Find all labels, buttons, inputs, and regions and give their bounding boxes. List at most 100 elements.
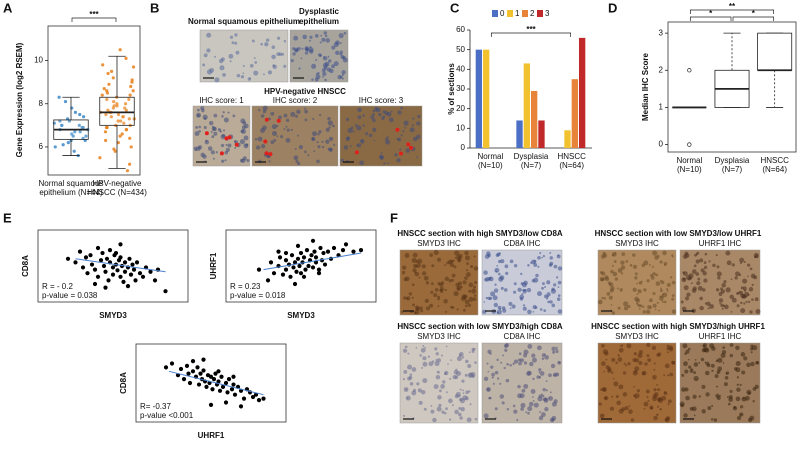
cell	[648, 298, 653, 303]
cell	[253, 70, 259, 76]
cell	[268, 117, 271, 121]
cell	[407, 364, 413, 370]
cell	[538, 376, 542, 379]
y-tick-label: 50	[456, 45, 465, 54]
point	[198, 371, 203, 376]
cell	[541, 286, 544, 290]
cell	[725, 372, 728, 375]
cell	[198, 145, 203, 150]
cell	[430, 409, 435, 414]
cell	[422, 345, 425, 348]
point	[101, 63, 105, 67]
cell	[653, 368, 656, 371]
point	[73, 130, 77, 134]
cell	[210, 130, 213, 133]
cell	[399, 148, 402, 151]
cell	[403, 369, 408, 374]
y-axis-label: CD8A	[119, 372, 128, 394]
cell	[520, 282, 524, 286]
cell	[520, 407, 524, 411]
significance-bracket	[732, 16, 775, 21]
cell	[453, 265, 457, 269]
cell	[645, 309, 651, 315]
cell	[522, 304, 526, 307]
cell	[603, 370, 606, 373]
y-tick-label: 6	[39, 142, 44, 151]
point	[216, 379, 221, 384]
cell	[721, 350, 727, 355]
point	[322, 262, 328, 267]
point	[283, 267, 289, 272]
point	[95, 245, 101, 251]
cell	[345, 117, 350, 122]
cell	[557, 266, 563, 271]
cell	[494, 407, 498, 411]
plot-frame	[47, 25, 141, 176]
cell	[420, 347, 426, 353]
cell	[648, 263, 651, 266]
point	[131, 89, 135, 93]
cell	[666, 344, 670, 348]
cell	[619, 288, 623, 292]
cell	[686, 292, 691, 297]
point	[292, 260, 298, 265]
cell	[750, 361, 755, 367]
point	[122, 260, 128, 265]
cell	[611, 371, 614, 374]
cell	[239, 139, 245, 145]
cell	[321, 37, 326, 42]
cell	[455, 368, 458, 371]
cell	[381, 116, 385, 121]
cell	[666, 290, 669, 293]
point	[110, 265, 116, 270]
cell	[504, 348, 508, 352]
cell	[702, 271, 707, 276]
cell	[302, 34, 308, 40]
cell	[278, 115, 282, 120]
cell	[555, 372, 560, 377]
cell	[610, 286, 615, 291]
cell	[440, 281, 445, 285]
point	[78, 112, 82, 117]
cell	[685, 395, 690, 401]
point	[219, 374, 224, 379]
cell	[636, 389, 641, 393]
cell	[451, 404, 454, 407]
cell	[454, 394, 459, 399]
cell	[726, 396, 729, 399]
cell	[422, 361, 428, 367]
cell	[703, 278, 708, 283]
cell	[627, 304, 631, 309]
cell	[206, 69, 213, 75]
y-axis-label: Gene Expression (log2 RSEM)	[15, 42, 24, 157]
cell	[534, 306, 538, 309]
cell	[285, 118, 290, 123]
x-tick-label: Normal squamous	[39, 179, 104, 188]
cell	[409, 373, 413, 376]
significance-bracket	[490, 32, 572, 37]
stain-label: CD8A IHC	[504, 332, 541, 341]
cell	[324, 34, 328, 38]
cell	[331, 64, 335, 69]
cell	[600, 388, 603, 391]
cell	[200, 152, 205, 158]
cell	[293, 155, 299, 161]
cell	[437, 305, 440, 308]
cell	[242, 64, 245, 68]
cell	[283, 113, 288, 118]
stat-label: p-value <0.001	[140, 411, 194, 420]
cell	[602, 414, 605, 417]
cell	[635, 298, 641, 303]
point	[118, 274, 123, 279]
cell	[418, 276, 421, 279]
cell	[624, 364, 628, 367]
cell	[207, 146, 213, 151]
point	[77, 249, 83, 254]
cell	[212, 126, 217, 132]
cell	[246, 158, 250, 163]
point	[107, 82, 111, 86]
point	[223, 400, 229, 405]
cell	[717, 276, 721, 280]
y-axis-label: Median IHC Score	[641, 52, 650, 121]
